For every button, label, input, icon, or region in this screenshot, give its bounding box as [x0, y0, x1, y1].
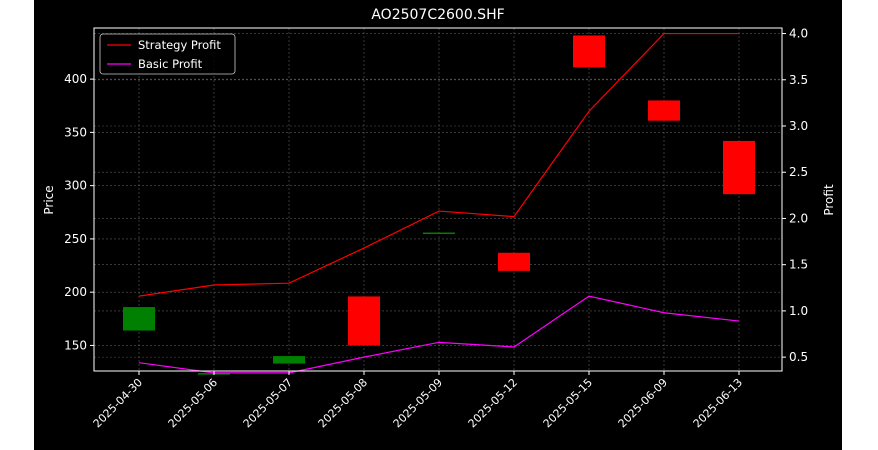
y-tick-label: 400 [64, 72, 87, 86]
x-axis: 2025-04-30 2025-05-06 2025-05-07 2025-05-08… [91, 371, 745, 430]
y2-tick-label: 3.5 [789, 73, 808, 87]
legend-label: Strategy Profit [138, 38, 221, 52]
x-tick-label: 2025-05-09 [391, 376, 445, 430]
candles [123, 35, 755, 375]
plot-frame [93, 27, 783, 372]
candle-2025-05-12 [498, 252, 530, 271]
y-tick-label: 250 [64, 232, 87, 246]
y2-axis-label: Profit [822, 184, 836, 216]
y2-tick-label: 2.5 [789, 165, 808, 179]
chart-title: AO2507C2600.SHF [371, 7, 504, 23]
y2-tick-label: 1.5 [789, 258, 808, 272]
series-line-basic-profit [138, 295, 740, 374]
y2-tick-label: 3.0 [789, 119, 808, 133]
y-tick-label: 150 [64, 338, 87, 352]
x-tick-label: 2025-05-15 [541, 376, 595, 430]
y-axis-label: Price [42, 185, 56, 214]
y-axis-left: 150 200 250 300 350 400 [64, 72, 94, 352]
legend: Strategy Profit Basic Profit [99, 33, 236, 75]
x-tick-label: 2025-06-09 [616, 376, 670, 430]
series-line-strategy-profit [138, 32, 739, 297]
x-tick-label: 2025-05-06 [166, 376, 220, 430]
profit-lines [138, 32, 740, 374]
chart-svg: AO2507C2600.SHF 2025-04-30 2025-05-06 2025… [42, 7, 836, 430]
x-tick-label: 2025-05-12 [466, 376, 520, 430]
y-tick-label: 300 [64, 179, 87, 193]
x-tick-label: 2025-06-13 [691, 376, 745, 430]
x-tick-label: 2025-04-30 [91, 376, 145, 430]
grid [94, 28, 782, 371]
candle-2025-05-08 [348, 296, 380, 346]
x-tick-label: 2025-05-07 [241, 376, 295, 430]
x-tick-label: 2025-05-08 [316, 376, 370, 430]
candle-2025-06-13 [723, 140, 755, 195]
candle-2025-05-15 [573, 35, 605, 68]
candle-2025-05-07 [273, 356, 305, 364]
legend-label: Basic Profit [138, 57, 203, 71]
y2-tick-label: 4.0 [789, 27, 808, 41]
y-axis-right: 0.5 1.0 1.5 2.0 2.5 3.0 3.5 4.0 [782, 27, 808, 364]
candle-2025-04-30 [123, 307, 155, 331]
legend-box [99, 33, 236, 75]
y-tick-label: 350 [64, 125, 87, 139]
y2-tick-label: 1.0 [789, 304, 808, 318]
chart-figure: AO2507C2600.SHF 2025-04-30 2025-05-06 2025… [34, 0, 842, 450]
y2-tick-label: 0.5 [789, 350, 808, 364]
candle-2025-06-09 [648, 100, 680, 121]
y2-tick-label: 2.0 [789, 211, 808, 225]
y-tick-label: 200 [64, 285, 87, 299]
candle-2025-05-09 [423, 232, 455, 235]
